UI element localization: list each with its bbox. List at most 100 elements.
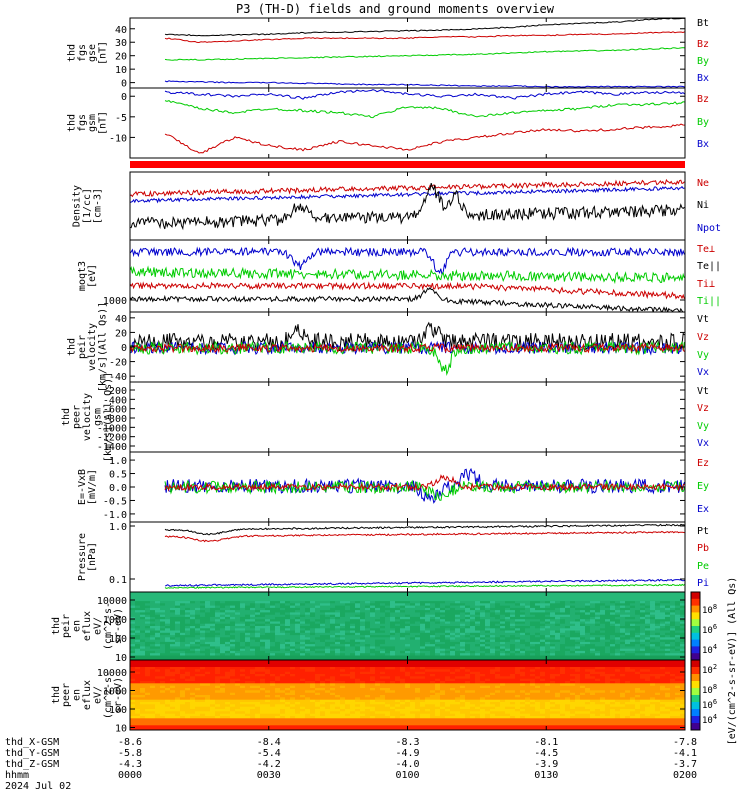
legend-temperature-Te||: Te|| [697,261,721,272]
y-tick-label-fgs_gse: 20 [115,52,127,63]
colorbar-tick-label: 106 [702,698,717,711]
x-axis-value: -7.8 [673,737,697,748]
y-tick-label-fgs_gse: 0 [121,79,127,90]
peer-colorbar-band [691,709,700,717]
peir-eflux-spectrogram [130,592,686,661]
y-tick-label-fgs_gsm: 0 [121,92,127,103]
peir-colorbar-band [691,619,700,626]
colorbar-tick-label: 108 [702,603,717,616]
peir-colorbar-band [691,640,700,647]
date-label: 2024 Jul 02 [5,781,71,792]
y-tick-label-fgs_gsm: -10 [109,133,127,144]
series-fgs_gse-By [165,48,685,61]
legend-peir_velocity-Vt: Vt [697,314,709,325]
peer-colorbar-band [691,716,700,724]
legend-temperature-Ti||: Ti|| [697,296,721,307]
y-axis-label-fgs_gse: thd [66,44,77,62]
y-tick-label-fgs_gse: 10 [115,65,127,76]
legend-fgs_gse-Bt: Bt [697,18,709,29]
y-axis-label-efield: E=-VxB [77,469,88,505]
legend-efield-Ey: Ey [697,481,709,492]
peir-colorbar-band [691,606,700,613]
legend-peer_velocity-Vz: Vz [697,403,709,414]
legend-pressure-Pb: Pb [697,543,709,554]
x-axis-value: 0000 [118,770,142,781]
legend-pressure-Pi: Pi [697,578,709,589]
series-fgs_gsm-Bx [165,90,685,100]
x-axis-value: -8.1 [534,737,558,748]
y-axis-label-efield: [mV/m] [87,469,98,505]
colorbar-tick-label: 108 [702,683,717,696]
x-axis-value: -4.9 [395,748,419,759]
peir-colorbar-band [691,633,700,640]
legend-peer_velocity-Vx: Vx [697,438,709,449]
y-tick-label-efield: 0.5 [109,470,127,481]
legend-peer_velocity-Vy: Vy [697,421,709,432]
y-axis-label-temperature: [eV] [87,264,98,288]
legend-fgs_gse-By: By [697,56,709,67]
y-axis-label-peir_eflux: (cm^2-s- [103,602,114,650]
x-axis-value: -5.8 [118,748,142,759]
peer-colorbar-band [691,667,700,675]
legend-fgs_gsm-Bx: Bx [697,139,709,150]
plot-title: P3 (TH-D) fields and ground moments over… [236,2,555,16]
y-axis-label-peir_eflux: thd [51,617,62,635]
x-axis-value: -8.4 [257,737,281,748]
y-axis-label-peir_velocity: peir [77,335,88,359]
y-axis-label-peir_eflux: en [72,620,83,632]
y-axis-label-peer_velocity: peer [72,405,83,429]
y-axis-label-peer_velocity: gsm [92,408,103,426]
legend-density-Ne: Ne [697,178,709,189]
peir-colorbar-band [691,612,700,619]
y-axis-label-peir_velocity: thd [66,338,77,356]
y-tick-label-pressure: 1.0 [109,522,127,533]
peir-colorbar-band [691,646,700,653]
legend-peir_velocity-Vx: Vx [697,367,709,378]
peir-colorbar-band [691,592,700,599]
series-fgs_gse-Bz [165,32,685,43]
x-axis-value: 0130 [534,770,558,781]
y-axis-label-peer_velocity: thd [61,408,72,426]
y-axis-label-peer_eflux: eflux [82,680,93,710]
series-temp-Ti|| [130,267,684,282]
legend-temperature-Te⊥: Te⊥ [697,244,715,255]
y-axis-label-peir_eflux: sr-eV) [113,608,124,644]
peer-colorbar-band [691,674,700,682]
colorbar-tick-label: 104 [702,713,717,726]
y-axis-label-peer_eflux: (cm^2-s- [103,671,114,719]
y-axis-label-temperature: moqt3 [77,261,88,291]
legend-density-Ni: Ni [697,200,709,211]
y-axis-label-fgs_gse: fgs [77,44,88,62]
peer-colorbar-band [691,723,700,731]
x-axis-value: -4.1 [673,748,697,759]
y-axis-label-peir_eflux: eV/ [92,617,103,635]
legend-temperature-Ti⊥: Ti⊥ [697,279,715,290]
y-tick-label-fgs_gse: 30 [115,38,127,49]
panel-frame-peer_velocity [130,382,685,452]
peer-colorbar-band [691,688,700,696]
panel-frame-density [130,172,685,240]
y-axis-label-fgs_gse: gse [87,44,98,62]
y-tick-label-peir_velocity: 20 [115,328,127,339]
series-pressure-Pe [165,584,685,588]
series-fgs_gse-Bt [165,18,685,36]
x-axis-value: -3.9 [534,759,558,770]
y-tick-label-peir_eflux: 10 [115,653,127,664]
x-axis-value: -4.3 [118,759,142,770]
peer-eflux-spectrogram [130,660,686,731]
peir-colorbar-band [691,653,700,660]
legend-fgs_gsm-By: By [697,117,709,128]
y-axis-label-peir_eflux: peir [61,614,72,638]
y-axis-label-pressure: [nPa] [87,542,98,572]
x-axis-row-label: thd_Y-GSM [5,748,59,759]
y-axis-label-peer_eflux: en [72,689,83,701]
colorbar-tick-label: 106 [702,623,717,636]
series-density-Npot [130,187,684,203]
legend-efield-Ez: Ez [697,458,709,469]
y-axis-label-pressure: Pressure [77,533,88,581]
y-tick-label-efield: -1.0 [103,510,127,521]
legend-density-Npot: Npot [697,223,721,234]
y-tick-label-efield: 0.0 [109,483,127,494]
colorbar-tick-label: 102 [702,663,717,676]
